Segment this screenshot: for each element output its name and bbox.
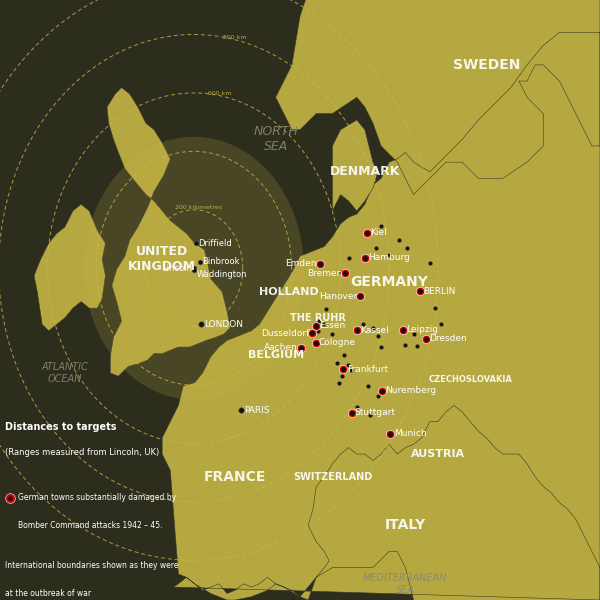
Text: NORTH
SEA: NORTH SEA [253, 125, 298, 154]
Text: ITALY: ITALY [385, 518, 426, 532]
Text: Essen: Essen [320, 322, 346, 331]
Text: 600 km: 600 km [208, 91, 231, 95]
Text: German towns substantially damaged by: German towns substantially damaged by [18, 493, 176, 502]
Text: Waddington: Waddington [197, 269, 247, 278]
Text: Dresden: Dresden [429, 334, 467, 343]
Text: Aachen: Aachen [265, 343, 298, 352]
Text: GERMANY: GERMANY [350, 275, 428, 289]
Text: Stuttgart: Stuttgart [355, 408, 396, 417]
Text: Bremen: Bremen [307, 269, 342, 278]
Text: Kassel: Kassel [360, 326, 389, 335]
Text: Dusseldorf: Dusseldorf [261, 329, 309, 338]
Text: AUSTRIA: AUSTRIA [411, 449, 465, 459]
Text: Cologne: Cologne [319, 338, 356, 347]
Text: Hamburg: Hamburg [368, 253, 410, 262]
Text: LONDON: LONDON [204, 320, 243, 329]
Text: HOLLAND: HOLLAND [259, 287, 319, 297]
Text: Emden: Emden [285, 259, 316, 269]
Text: at the outbreak of war: at the outbreak of war [5, 589, 91, 598]
Ellipse shape [84, 137, 304, 400]
Text: Leipzig: Leipzig [407, 325, 439, 334]
Text: Hanover: Hanover [319, 292, 357, 301]
Text: 800 km: 800 km [223, 35, 246, 40]
Text: ATLANTIC
OCEAN: ATLANTIC OCEAN [41, 362, 88, 384]
Text: Driffield: Driffield [198, 239, 232, 248]
Polygon shape [107, 88, 230, 376]
Text: International boundaries shown as they were: International boundaries shown as they w… [5, 561, 178, 570]
Text: DENMARK: DENMARK [329, 166, 400, 178]
Text: Lincoln: Lincoln [161, 264, 191, 273]
Text: (Ranges measured from Lincoln, UK): (Ranges measured from Lincoln, UK) [5, 448, 159, 457]
Text: Nuremberg: Nuremberg [385, 386, 437, 395]
Text: Binbrook: Binbrook [202, 257, 240, 266]
Text: BERLIN: BERLIN [423, 287, 455, 296]
Text: Distances to targets: Distances to targets [5, 422, 116, 431]
Text: Kiel: Kiel [370, 229, 387, 238]
Text: Munich: Munich [394, 429, 427, 438]
Text: UNITED
KINGDOM: UNITED KINGDOM [128, 245, 196, 274]
Text: SWEDEN: SWEDEN [453, 58, 520, 72]
Text: THE RUHR: THE RUHR [290, 313, 346, 323]
Text: CZECHOSLOVAKIA: CZECHOSLOVAKIA [428, 375, 512, 384]
Text: Frankfurt: Frankfurt [347, 365, 388, 374]
Polygon shape [332, 120, 378, 211]
Text: MEDITERRANEAN
SEA: MEDITERRANEAN SEA [363, 573, 448, 595]
Text: Bomber Command attacks 1942 – 45.: Bomber Command attacks 1942 – 45. [18, 521, 163, 530]
Polygon shape [162, 0, 600, 600]
Text: BELGIUM: BELGIUM [248, 350, 304, 360]
Text: SWITZERLAND: SWITZERLAND [293, 472, 372, 482]
Text: FRANCE: FRANCE [204, 470, 266, 484]
Text: PARIS: PARIS [244, 406, 269, 415]
Polygon shape [34, 205, 106, 331]
Text: 200 kilometres: 200 kilometres [175, 205, 222, 210]
